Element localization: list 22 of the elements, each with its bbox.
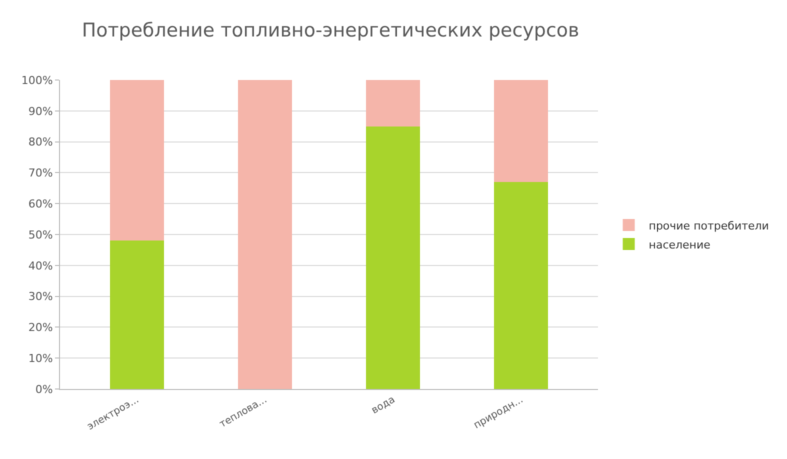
y-tick-label: 80%	[28, 136, 53, 149]
y-tick-label: 50%	[28, 228, 53, 242]
legend-label: население	[648, 238, 711, 252]
bar	[238, 80, 292, 389]
y-tick-label: 20%	[28, 321, 53, 334]
bar	[366, 80, 420, 126]
y-tick-label: 0%	[35, 382, 53, 396]
bar	[110, 240, 164, 389]
bar	[366, 126, 420, 389]
bar	[494, 182, 548, 389]
x-tick-label: вода	[370, 394, 398, 416]
legend-label: прочие потребители	[648, 219, 769, 232]
y-tick-label: 60%	[28, 197, 53, 210]
y-tick-label: 100%	[21, 74, 53, 87]
bar	[110, 80, 164, 241]
y-tick-label: 30%	[28, 290, 53, 304]
y-tick-label: 90%	[28, 104, 53, 118]
bar	[494, 80, 548, 182]
y-tick-label: 40%	[28, 259, 53, 272]
chart-title: Потребление топливно-энергетических ресурсов	[82, 19, 580, 42]
y-tick-label: 10%	[28, 352, 53, 365]
y-tick-label: 70%	[28, 166, 53, 180]
